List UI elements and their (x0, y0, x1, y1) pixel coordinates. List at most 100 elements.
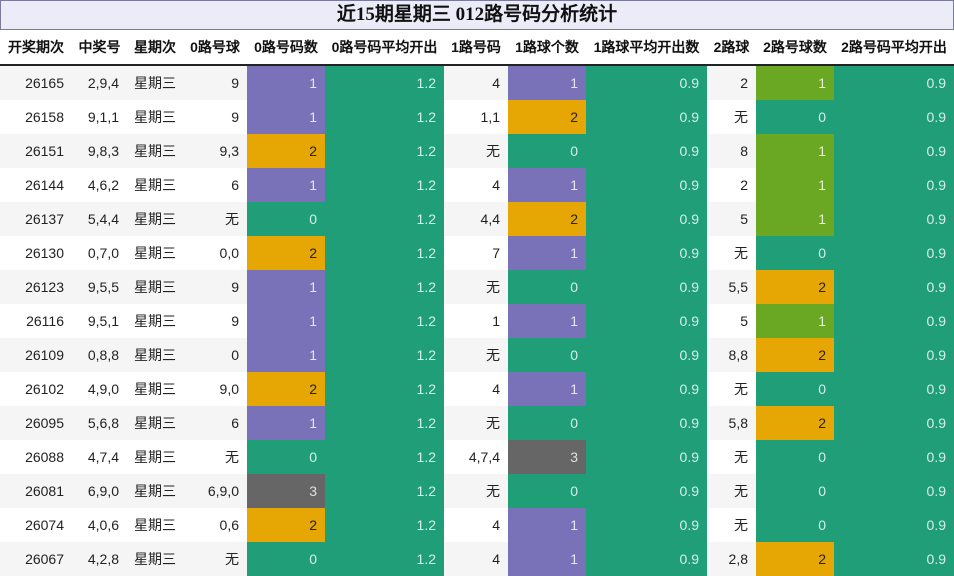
cell-weekday: 星期三 (127, 372, 183, 406)
cell-weekday: 星期三 (127, 474, 183, 508)
cell-winning-number: 4,7,4 (72, 440, 127, 474)
cell-route0-avg: 1.2 (325, 65, 444, 100)
cell-route2-avg: 0.9 (834, 338, 954, 372)
cell-route2-avg: 0.9 (834, 542, 954, 576)
cell-route0-count: 1 (247, 270, 325, 304)
cell-route0-avg: 1.2 (325, 236, 444, 270)
table-row: 26130 0,7,0 星期三 0,0 2 1.2 7 1 0.9 无 0 0.9 (0, 236, 954, 270)
cell-route1-balls: 4 (444, 372, 508, 406)
cell-route0-count: 1 (247, 65, 325, 100)
cell-route2-count: 1 (756, 65, 834, 100)
cell-route1-balls: 4 (444, 508, 508, 542)
cell-route0-avg: 1.2 (325, 304, 444, 338)
cell-route2-balls: 5,5 (707, 270, 756, 304)
cell-route2-balls: 无 (707, 236, 756, 270)
cell-issue: 26123 (0, 270, 72, 304)
cell-route0-count: 2 (247, 134, 325, 168)
cell-route0-count: 2 (247, 508, 325, 542)
cell-route1-balls: 1,1 (444, 100, 508, 134)
cell-route1-avg: 0.9 (586, 474, 707, 508)
cell-route0-count: 2 (247, 236, 325, 270)
cell-route1-balls: 7 (444, 236, 508, 270)
cell-route0-balls: 0,0 (183, 236, 247, 270)
cell-route2-count: 1 (756, 304, 834, 338)
cell-route1-count: 1 (508, 542, 586, 576)
header-row: 开奖期次 中奖号 星期次 0路号球 0路号码数 0路号码平均开出 1路号码 1路… (0, 30, 954, 66)
cell-route0-avg: 1.2 (325, 338, 444, 372)
cell-route2-count: 0 (756, 372, 834, 406)
cell-route0-avg: 1.2 (325, 372, 444, 406)
cell-route1-balls: 4 (444, 542, 508, 576)
header-issue: 开奖期次 (0, 30, 72, 66)
cell-route2-count: 0 (756, 508, 834, 542)
header-route2-balls: 2路球 (707, 30, 756, 66)
cell-route0-balls: 9 (183, 65, 247, 100)
cell-route0-count: 1 (247, 338, 325, 372)
cell-route1-avg: 0.9 (586, 440, 707, 474)
table-row: 26123 9,5,5 星期三 9 1 1.2 无 0 0.9 5,5 2 0.9 (0, 270, 954, 304)
cell-route0-count: 0 (247, 542, 325, 576)
table-row: 26109 0,8,8 星期三 0 1 1.2 无 0 0.9 8,8 2 0.9 (0, 338, 954, 372)
cell-route1-count: 0 (508, 270, 586, 304)
header-route1-avg: 1路球平均开出数 (586, 30, 707, 66)
cell-winning-number: 4,2,8 (72, 542, 127, 576)
cell-route1-avg: 0.9 (586, 134, 707, 168)
cell-route1-avg: 0.9 (586, 65, 707, 100)
cell-winning-number: 9,5,1 (72, 304, 127, 338)
cell-issue: 26088 (0, 440, 72, 474)
cell-route0-count: 0 (247, 440, 325, 474)
table-row: 26074 4,0,6 星期三 0,6 2 1.2 4 1 0.9 无 0 0.9 (0, 508, 954, 542)
cell-route2-avg: 0.9 (834, 236, 954, 270)
cell-route1-avg: 0.9 (586, 100, 707, 134)
table-row: 26067 4,2,8 星期三无 0 1.2 4 1 0.9 2,8 2 0.9 (0, 542, 954, 576)
stats-table: 开奖期次 中奖号 星期次 0路号球 0路号码数 0路号码平均开出 1路号码 1路… (0, 30, 954, 576)
cell-route2-balls: 8 (707, 134, 756, 168)
cell-winning-number: 2,9,4 (72, 65, 127, 100)
cell-route0-avg: 1.2 (325, 542, 444, 576)
cell-route1-balls: 无 (444, 406, 508, 440)
cell-route1-balls: 1 (444, 304, 508, 338)
cell-route2-balls: 5,8 (707, 406, 756, 440)
cell-route0-count: 1 (247, 406, 325, 440)
cell-route1-count: 2 (508, 202, 586, 236)
cell-route2-balls: 5 (707, 304, 756, 338)
cell-route0-balls: 9,0 (183, 372, 247, 406)
cell-route1-count: 1 (508, 372, 586, 406)
cell-winning-number: 5,6,8 (72, 406, 127, 440)
cell-route0-avg: 1.2 (325, 440, 444, 474)
cell-route0-balls: 9,3 (183, 134, 247, 168)
cell-route1-avg: 0.9 (586, 270, 707, 304)
cell-route2-avg: 0.9 (834, 202, 954, 236)
cell-route0-count: 1 (247, 100, 325, 134)
cell-route2-avg: 0.9 (834, 406, 954, 440)
cell-route1-count: 1 (508, 168, 586, 202)
cell-winning-number: 9,8,3 (72, 134, 127, 168)
cell-route0-avg: 1.2 (325, 134, 444, 168)
cell-route2-count: 0 (756, 474, 834, 508)
cell-weekday: 星期三 (127, 236, 183, 270)
cell-route2-balls: 5 (707, 202, 756, 236)
header-weekday: 星期次 (127, 30, 183, 66)
cell-route2-balls: 无 (707, 474, 756, 508)
cell-route2-avg: 0.9 (834, 372, 954, 406)
cell-route2-balls: 无 (707, 100, 756, 134)
cell-route2-balls: 2 (707, 168, 756, 202)
cell-route1-avg: 0.9 (586, 372, 707, 406)
cell-winning-number: 4,6,2 (72, 168, 127, 202)
cell-weekday: 星期三 (127, 65, 183, 100)
cell-route2-avg: 0.9 (834, 168, 954, 202)
cell-route0-avg: 1.2 (325, 202, 444, 236)
table-title: 近15期星期三 012路号码分析统计 (0, 0, 954, 30)
cell-route0-count: 3 (247, 474, 325, 508)
table-row: 26116 9,5,1 星期三 9 1 1.2 1 1 0.9 5 1 0.9 (0, 304, 954, 338)
cell-route0-balls: 0,6 (183, 508, 247, 542)
cell-route2-balls: 8,8 (707, 338, 756, 372)
cell-winning-number: 4,9,0 (72, 372, 127, 406)
cell-issue: 26144 (0, 168, 72, 202)
cell-winning-number: 6,9,0 (72, 474, 127, 508)
cell-route1-count: 2 (508, 100, 586, 134)
cell-route1-balls: 无 (444, 134, 508, 168)
cell-weekday: 星期三 (127, 168, 183, 202)
cell-route2-count: 2 (756, 338, 834, 372)
cell-route0-balls: 6 (183, 406, 247, 440)
